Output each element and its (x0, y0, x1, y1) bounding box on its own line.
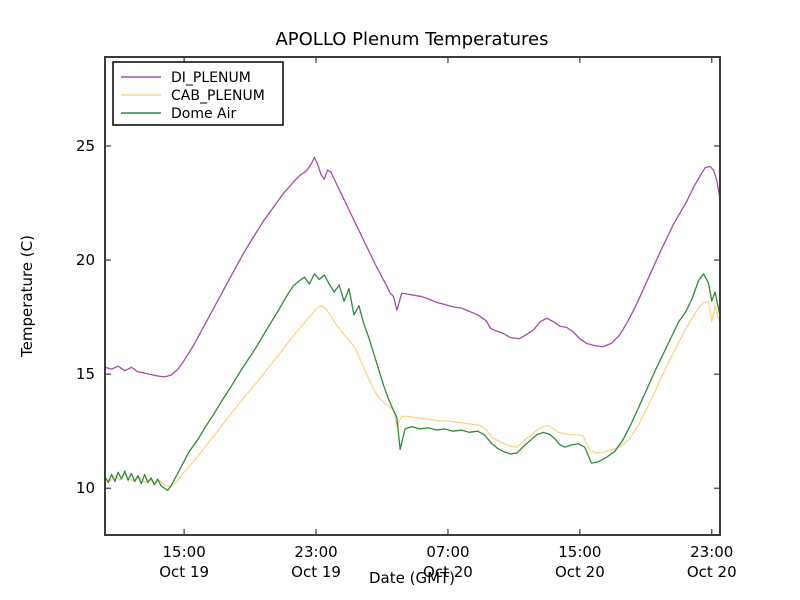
x-tick-label-date: Oct 20 (687, 563, 737, 581)
page-title: APOLLO Plenum Temperatures (275, 29, 548, 50)
series-line-cab-plenum (105, 300, 720, 488)
y-axis-title: Temperature (C) (18, 235, 36, 358)
x-tick-label-time: 15:00 (558, 543, 601, 561)
x-tick-label-date: Oct 20 (423, 563, 473, 581)
x-tick-label-date: Oct 19 (291, 563, 341, 581)
y-axis: 10 15 20 25 (76, 137, 720, 497)
y-tick-label: 10 (76, 479, 95, 497)
x-tick-label-time: 23:00 (690, 543, 733, 561)
series-line-di-plenum (105, 156, 720, 378)
plot-frame (104, 56, 721, 536)
x-tick-label-date: Oct 20 (555, 563, 605, 581)
x-tick-label-time: 23:00 (294, 543, 337, 561)
series-layer (105, 156, 720, 492)
x-tick-label-time: 07:00 (426, 543, 469, 561)
x-tick-label-date: Oct 19 (159, 563, 209, 581)
legend-label-di-plenum[interactable]: DI_PLENUM (171, 70, 251, 86)
plot-title-group: APOLLO Plenum Temperatures (275, 29, 548, 50)
y-tick-label: 25 (76, 137, 95, 155)
x-tick-label-time: 15:00 (163, 543, 206, 561)
y-tick-label: 20 (76, 251, 95, 269)
x-axis-title: Date (GMT) (369, 569, 455, 587)
chart-legend[interactable]: DI_PLENUM CAB_PLENUM Dome Air (112, 61, 284, 126)
y-tick-label: 15 (76, 365, 95, 383)
legend-label-dome-air[interactable]: Dome Air (171, 106, 237, 122)
legend-label-cab-plenum[interactable]: CAB_PLENUM (171, 88, 265, 104)
series-line-dome-air (105, 273, 720, 492)
legend-box (112, 61, 284, 126)
plot-border (104, 56, 721, 536)
x-axis: 15:00 Oct 19 23:00 Oct 19 07:00 Oct 20 15:00 Oc… (159, 57, 737, 581)
